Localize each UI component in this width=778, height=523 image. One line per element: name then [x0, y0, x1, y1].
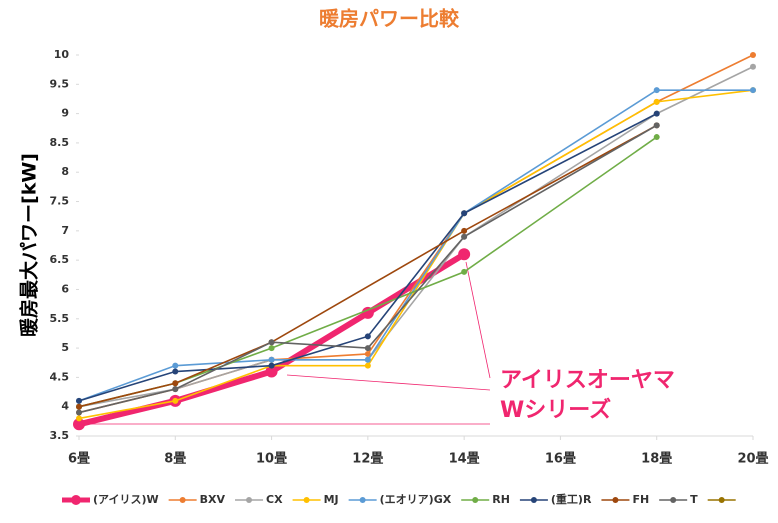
- series-line: [78, 89, 753, 402]
- data-point: [653, 134, 660, 141]
- data-point: [364, 362, 371, 369]
- data-point: [750, 52, 756, 58]
- data-point: [364, 345, 371, 352]
- legend-label: BXV: [200, 493, 226, 506]
- y-tick-label: 8.5: [50, 136, 70, 149]
- legend-label: MJ: [324, 493, 339, 506]
- data-point: [76, 409, 82, 416]
- data-point: [265, 365, 278, 378]
- legend-marker: [612, 497, 619, 503]
- y-tick-label: 9: [61, 107, 69, 120]
- y-tick-label: 6: [61, 282, 69, 295]
- legend-label: (アイリス)W: [93, 493, 159, 506]
- y-tick-label: 7: [61, 224, 69, 237]
- legend-label: FH: [632, 493, 649, 506]
- data-point: [461, 227, 468, 234]
- legend-label: (重工)R: [551, 492, 592, 506]
- y-tick-label: 5.5: [50, 312, 70, 325]
- data-point: [268, 345, 275, 352]
- legend-label: RH: [492, 493, 510, 506]
- legend-marker: [472, 497, 479, 503]
- data-point: [172, 380, 179, 387]
- series-line: [78, 54, 754, 414]
- legend-label: T: [690, 493, 698, 506]
- data-point: [76, 415, 82, 422]
- data-point: [364, 350, 371, 357]
- legend-label: (エオリア)GX: [380, 493, 452, 506]
- data-point: [653, 98, 660, 105]
- chart-title: 暖房パワー比較: [319, 7, 460, 31]
- legend-marker: [530, 497, 537, 503]
- data-point: [461, 268, 468, 275]
- annotation: Wシリーズ: [500, 397, 611, 423]
- data-point: [458, 248, 471, 261]
- data-point: [364, 333, 371, 340]
- legend-label: CX: [266, 493, 283, 506]
- data-point: [172, 386, 179, 393]
- x-tick-label: 20畳: [737, 452, 768, 467]
- data-point: [76, 397, 82, 404]
- x-tick-label: 18畳: [641, 452, 672, 467]
- legend-marker: [303, 497, 310, 503]
- y-tick-label: 7.5: [50, 195, 70, 208]
- series-line: [78, 112, 658, 402]
- data-point: [268, 339, 275, 346]
- data-point: [76, 403, 82, 410]
- data-point: [73, 418, 85, 431]
- data-point: [750, 63, 756, 70]
- data-point: [172, 362, 179, 369]
- data-point: [653, 122, 660, 129]
- legend-marker: [359, 497, 366, 503]
- data-point: [461, 210, 468, 217]
- x-tick-label: 12畳: [352, 452, 383, 467]
- y-tick-label: 10: [54, 48, 70, 61]
- data-point: [172, 368, 179, 375]
- legend-marker: [71, 495, 81, 505]
- legend-marker: [179, 497, 186, 503]
- legend-marker: [246, 497, 253, 503]
- data-point: [268, 356, 275, 363]
- data-point: [172, 397, 179, 404]
- series-line: [78, 66, 754, 408]
- data-point: [268, 362, 275, 369]
- data-point: [361, 306, 374, 319]
- data-point: [364, 356, 371, 363]
- series-line: [78, 124, 658, 414]
- x-tick-label: 14畳: [449, 452, 480, 467]
- data-point: [750, 87, 756, 94]
- annotation: アイリスオーヤマ: [500, 368, 675, 393]
- y-tick-label: 4.5: [50, 370, 70, 383]
- annotation-arrow: [286, 374, 491, 391]
- x-tick-label: 8畳: [164, 452, 186, 467]
- y-tick-label: 8: [61, 165, 69, 178]
- data-point: [461, 233, 468, 240]
- y-tick-label: 5: [61, 341, 69, 354]
- data-point: [653, 87, 660, 94]
- x-tick-label: 10畳: [256, 452, 287, 467]
- annotation-arrow: [465, 261, 491, 379]
- y-tick-label: 3.5: [50, 429, 70, 442]
- x-tick-label: 16畳: [545, 452, 576, 467]
- y-axis-label: 暖房最大パワー[kW]: [18, 153, 41, 337]
- data-point: [653, 110, 660, 117]
- y-tick-label: 4: [61, 400, 69, 413]
- legend-marker: [670, 497, 677, 503]
- y-tick-label: 9.5: [50, 77, 70, 90]
- x-tick-label: 6畳: [68, 452, 90, 467]
- legend-marker: [718, 497, 725, 503]
- y-tick-label: 6.5: [50, 253, 70, 266]
